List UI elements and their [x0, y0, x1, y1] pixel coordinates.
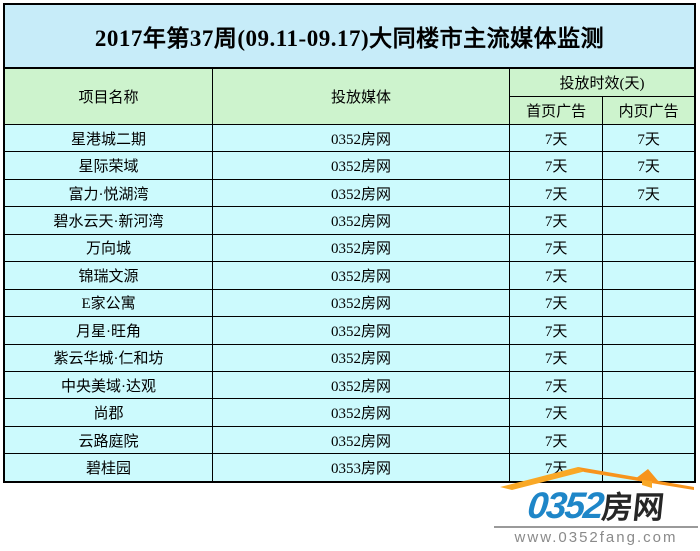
media-cell: 0352房网 — [212, 316, 510, 345]
innerpage-days-cell — [602, 370, 696, 400]
table-row: 云路庭院 0352房网 7天 — [3, 425, 696, 455]
media-cell: 0352房网 — [212, 123, 510, 153]
project-cell: E家公寓 — [3, 288, 214, 318]
homepage-days-cell: 7天 — [508, 123, 604, 153]
header-row-2: 首页广告 内页广告 — [4, 96, 696, 125]
innerpage-days-cell: 7天 — [602, 151, 696, 180]
media-cell: 0352房网 — [212, 288, 510, 318]
project-cell: 中央美域·达观 — [3, 370, 214, 400]
project-cell: 万向城 — [3, 233, 214, 263]
media-cell: 0352房网 — [212, 343, 510, 372]
brand-url: www.0352fang.com — [494, 526, 698, 546]
project-cell: 碧水云天·新河湾 — [3, 206, 214, 235]
media-cell: 0352房网 — [212, 206, 510, 235]
homepage-days-cell: 7天 — [508, 233, 604, 263]
project-cell: 云路庭院 — [3, 425, 214, 455]
media-cell: 0352房网 — [212, 398, 510, 427]
innerpage-days-cell — [602, 398, 696, 427]
project-cell: 星际荣域 — [3, 151, 214, 180]
col-header-innerpage-ad: 内页广告 — [602, 96, 696, 125]
innerpage-days-cell: 7天 — [602, 178, 696, 208]
homepage-days-cell: 7天 — [508, 425, 604, 455]
brand-name: 0352房网 — [492, 485, 700, 526]
homepage-days-cell: 7天 — [508, 398, 604, 427]
table-row: E家公寓 0352房网 7天 — [3, 288, 696, 318]
media-monitor-table: 2017年第37周(09.11-09.17)大同楼市主流媒体监测 项目名称 投放… — [3, 3, 696, 483]
homepage-days-cell: 7天 — [508, 206, 604, 235]
homepage-days-cell: 7天 — [508, 370, 604, 400]
project-cell: 紫云华城·仁和坊 — [3, 343, 214, 372]
brand-number: 0352 — [525, 485, 605, 526]
innerpage-days-cell — [602, 233, 696, 263]
table-row: 尚郡 0352房网 7天 — [3, 398, 696, 427]
table-row: 富力·悦湖湾 0352房网 7天 7天 — [3, 178, 696, 208]
roof-icon — [500, 467, 694, 490]
col-header-media: 投放媒体 — [212, 67, 510, 125]
table-row: 中央美域·达观 0352房网 7天 — [3, 370, 696, 400]
innerpage-days-cell: 7天 — [602, 123, 696, 153]
project-cell: 尚郡 — [3, 398, 214, 427]
media-cell: 0352房网 — [212, 370, 510, 400]
table-row: 锦瑞文源 0352房网 7天 — [3, 261, 696, 290]
col-header-homepage-ad: 首页广告 — [508, 96, 604, 125]
brand-logo: 0352房网 www.0352fang.com — [494, 466, 698, 546]
header-row-1: 项目名称 投放媒体 投放时效(天) — [3, 67, 696, 125]
homepage-days-cell: 7天 — [508, 151, 604, 180]
project-cell: 星港城二期 — [3, 123, 214, 153]
homepage-days-cell: 7天 — [508, 288, 604, 318]
project-cell: 碧桂园 — [3, 453, 214, 483]
innerpage-days-cell — [602, 343, 696, 372]
table-row: 万向城 0352房网 7天 — [3, 233, 696, 263]
table-row: 碧水云天·新河湾 0352房网 7天 — [3, 206, 696, 235]
col-header-duration-group: 投放时效(天) — [508, 67, 696, 97]
media-cell: 0352房网 — [212, 233, 510, 263]
report-title: 2017年第37周(09.11-09.17)大同楼市主流媒体监测 — [3, 3, 696, 69]
project-cell: 富力·悦湖湾 — [3, 178, 214, 208]
media-cell: 0352房网 — [212, 178, 510, 208]
homepage-days-cell: 7天 — [508, 316, 604, 345]
table-row: 紫云华城·仁和坊 0352房网 7天 — [3, 343, 696, 372]
media-cell: 0352房网 — [212, 425, 510, 455]
innerpage-days-cell — [602, 316, 696, 345]
table-row: 星港城二期 0352房网 7天 7天 — [3, 123, 696, 153]
homepage-days-cell: 7天 — [508, 261, 604, 290]
col-header-project: 项目名称 — [3, 67, 214, 125]
innerpage-days-cell — [602, 206, 696, 235]
media-cell: 0353房网 — [212, 453, 510, 483]
table-row: 星际荣域 0352房网 7天 7天 — [3, 151, 696, 180]
innerpage-days-cell — [602, 425, 696, 455]
media-cell: 0352房网 — [212, 151, 510, 180]
innerpage-days-cell — [602, 261, 696, 290]
innerpage-days-cell — [602, 288, 696, 318]
table-row: 月星·旺角 0352房网 7天 — [3, 316, 696, 345]
homepage-days-cell: 7天 — [508, 343, 604, 372]
project-cell: 锦瑞文源 — [3, 261, 214, 290]
report-title-row: 2017年第37周(09.11-09.17)大同楼市主流媒体监测 — [3, 3, 696, 69]
media-cell: 0352房网 — [212, 261, 510, 290]
homepage-days-cell: 7天 — [508, 178, 604, 208]
brand-suffix: 房网 — [600, 490, 666, 525]
project-cell: 月星·旺角 — [3, 316, 214, 345]
